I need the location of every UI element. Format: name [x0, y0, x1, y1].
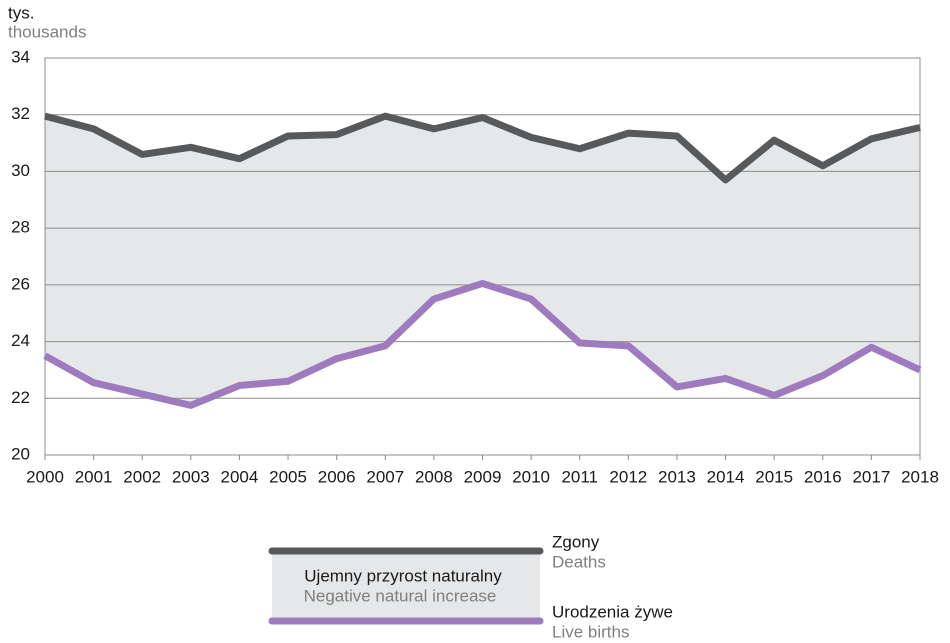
x-tick-label: 2012 [609, 467, 647, 486]
legend-area-label: Ujemny przyrost naturalny [304, 566, 502, 585]
x-tick-label: 2004 [221, 467, 259, 486]
x-tick-label: 2003 [172, 467, 210, 486]
legend-area [272, 551, 540, 621]
y-axis-label-en: thousands [8, 22, 86, 41]
line [43, 279, 922, 409]
x-tick-label: 2009 [464, 467, 502, 486]
x-tick-label: 2001 [75, 467, 113, 486]
y-tick-label: 34 [11, 47, 30, 66]
legend-label-en: Deaths [552, 552, 606, 571]
x-tick-label: 2008 [415, 467, 453, 486]
legend-label-en: Live births [552, 622, 629, 641]
y-tick-label: 22 [11, 388, 30, 407]
x-tick-label: 2011 [561, 467, 598, 486]
x-tick-label: 2018 [901, 467, 939, 486]
y-axis-label: tys. [8, 3, 34, 22]
line [44, 112, 921, 184]
y-tick-label: 32 [11, 104, 30, 123]
y-tick-label: 30 [11, 161, 30, 180]
y-tick-label: 20 [11, 444, 30, 463]
x-tick-label: 2005 [269, 467, 307, 486]
legend-area-label-en: Negative natural increase [304, 586, 497, 605]
area-fill [45, 116, 920, 406]
x-tick-label: 2007 [366, 467, 404, 486]
x-tick-label: 2006 [318, 467, 356, 486]
y-tick-label: 26 [11, 274, 30, 293]
x-tick-label: 2014 [707, 467, 745, 486]
x-tick-label: 2015 [755, 467, 793, 486]
x-tick-label: 2013 [658, 467, 696, 486]
x-tick-label: 2010 [512, 467, 550, 486]
legend-label: Urodzenia żywe [552, 602, 673, 621]
y-tick-label: 28 [11, 218, 30, 237]
x-tick-label: 2016 [804, 467, 842, 486]
y-tick-label: 24 [11, 331, 30, 350]
x-tick-label: 2002 [123, 467, 161, 486]
legend-label: Zgony [552, 532, 600, 551]
x-tick-label: 2000 [26, 467, 64, 486]
x-tick-label: 2017 [852, 467, 890, 486]
